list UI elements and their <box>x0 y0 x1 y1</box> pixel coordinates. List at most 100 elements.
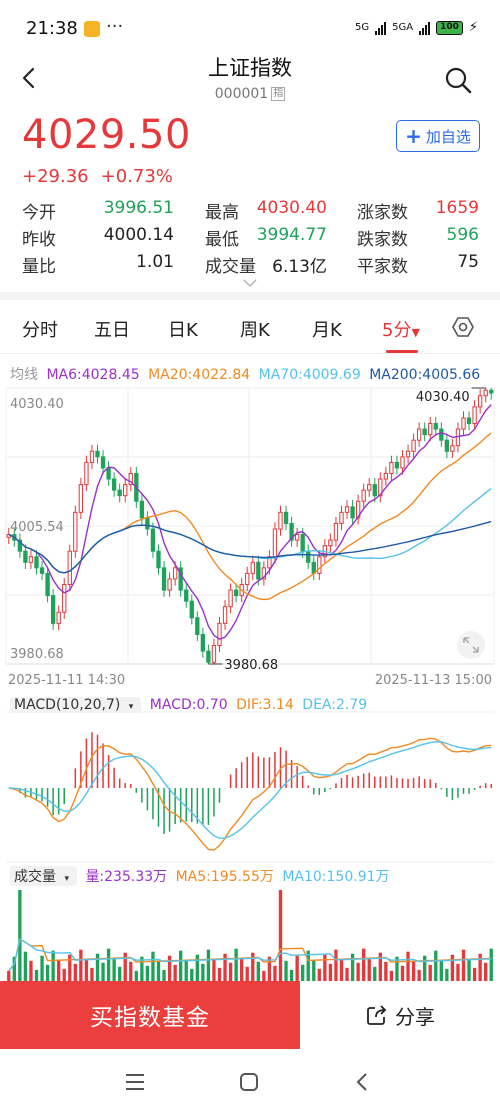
stat-label: 最低 <box>205 230 239 250</box>
fullscreen-icon <box>463 637 479 653</box>
ma-legend: 均线 MA6:4028.45 MA20:4022.84 MA70:4009.69… <box>10 364 484 384</box>
volume-bar <box>7 970 11 981</box>
back-icon[interactable] <box>352 1071 374 1093</box>
signal-icon-2 <box>419 21 431 35</box>
stat-label: 最高 <box>205 203 239 223</box>
volume-bar <box>284 960 288 981</box>
candle-body <box>289 522 294 541</box>
stat-advancers: 涨家数 1659 <box>357 198 479 224</box>
volume-bar <box>179 950 183 981</box>
tab-5min[interactable]: 5分▼ <box>382 316 420 342</box>
macd-indicator-selector[interactable]: MACD(10,20,7) ▾ <box>10 697 142 713</box>
volume-bar <box>73 963 77 981</box>
signal-icon <box>375 21 387 35</box>
tab-5min-label: 5分 <box>382 320 412 341</box>
menu-icon[interactable] <box>124 1071 146 1093</box>
ma200-legend: MA200:4005.66 <box>369 367 481 383</box>
volume-bar <box>467 958 471 981</box>
stat-label: 成交量 <box>205 257 256 277</box>
search-icon[interactable] <box>444 66 472 94</box>
candle-body <box>184 589 189 602</box>
volume-bar <box>129 961 133 981</box>
tab-monthly-k[interactable]: 月K <box>312 320 342 341</box>
candle-body <box>411 439 416 452</box>
volume-bar <box>334 949 338 981</box>
volume-bar <box>256 961 260 981</box>
volume-bar <box>134 970 138 981</box>
volume-bar <box>145 965 150 981</box>
candle-body <box>466 417 472 425</box>
buy-index-fund-button[interactable]: 买指数基金 <box>0 981 300 1049</box>
macd-legend: MACD(10,20,7) ▾ MACD:0.70 DIF:3.14 DEA:2… <box>10 697 371 713</box>
candle-body <box>439 428 444 441</box>
candle-body <box>195 617 200 635</box>
volume-bar <box>228 962 233 981</box>
volume-bar <box>367 957 371 981</box>
candle-body <box>245 572 250 586</box>
candle-body <box>461 417 466 430</box>
candle-body <box>283 511 289 524</box>
chart-settings-icon[interactable] <box>452 316 474 338</box>
stat-label: 平家数 <box>357 257 408 277</box>
candle-body <box>39 567 45 574</box>
status-time: 21:38 <box>26 18 78 39</box>
candle-body <box>161 567 167 591</box>
security-code-row: 000001 指 <box>215 86 286 102</box>
tab-intraday[interactable]: 分时 <box>22 320 58 341</box>
tab-five-day[interactable]: 五日 <box>94 320 130 341</box>
volume-bar <box>484 962 488 981</box>
volume-bar <box>123 952 127 981</box>
candle-body <box>62 584 67 613</box>
volume-value: 量:235.33万 <box>85 869 168 885</box>
candle-body <box>256 561 261 580</box>
stat-value: 75 <box>457 252 479 272</box>
volume-bar <box>156 960 161 981</box>
candle-body <box>472 406 477 425</box>
volume-bar <box>112 957 116 981</box>
volume-bar <box>217 967 222 981</box>
candle-body <box>95 450 100 458</box>
volume-bar <box>278 890 283 981</box>
candlestick-chart[interactable]: 4030.40 4005.54 3980.68 4030.40 3980.68 2025-… <box>0 356 500 981</box>
candle-body <box>45 572 50 597</box>
candle-body <box>250 561 255 574</box>
y-axis-top-label: 4030.40 <box>10 397 64 412</box>
expand-chevron-icon[interactable] <box>242 278 258 288</box>
tab-daily-k[interactable]: 日K <box>168 320 198 341</box>
ma70-legend: MA70:4009.69 <box>258 367 361 383</box>
back-arrow-icon[interactable] <box>18 66 42 90</box>
candle-body <box>383 472 389 480</box>
system-navigation-bar <box>0 1049 500 1113</box>
home-icon[interactable] <box>238 1071 260 1093</box>
volume-bar <box>151 951 155 981</box>
stat-low: 最低 3994.77 <box>205 225 327 251</box>
candle-body <box>228 589 233 608</box>
volume-bar <box>384 961 388 981</box>
volume-bar <box>45 964 50 981</box>
volume-bar <box>306 950 310 981</box>
candle-body <box>328 539 333 547</box>
volume-bar <box>245 966 249 981</box>
tab-weekly-k[interactable]: 周K <box>240 320 270 341</box>
candle-body <box>178 567 183 591</box>
volume-indicator-selector[interactable]: 成交量 ▾ <box>10 866 77 886</box>
candle-body <box>100 456 106 469</box>
stat-value: 6.13亿 <box>272 257 327 277</box>
candle-body <box>17 539 23 552</box>
candle-body <box>422 428 427 436</box>
dea-line <box>8 741 492 839</box>
volume-bar <box>345 967 349 981</box>
candle-body <box>28 556 34 563</box>
dea-value: DEA:2.79 <box>302 697 368 713</box>
add-to-watchlist-button[interactable]: + 加自选 <box>396 120 480 152</box>
candle-body <box>272 528 278 558</box>
candle-body <box>261 567 267 580</box>
volume-bar <box>40 955 44 981</box>
volume-ma5: MA5:195.55万 <box>175 869 274 885</box>
candle-body <box>333 522 339 541</box>
volume-bar <box>428 964 432 981</box>
stat-label: 涨家数 <box>357 203 408 223</box>
candle-body <box>78 484 84 513</box>
notification-app-icon <box>84 21 100 37</box>
share-button[interactable]: 分享 <box>300 981 500 1049</box>
